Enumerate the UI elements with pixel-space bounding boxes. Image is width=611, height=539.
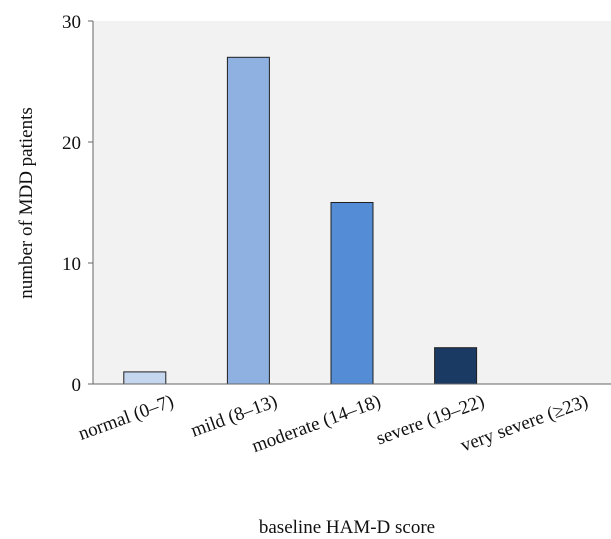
bar (330, 202, 374, 385)
y-axis-title: number of MDD patients (16, 107, 37, 299)
y-tick-label: 30 (62, 12, 81, 33)
y-tick-label: 20 (62, 133, 81, 154)
bar (434, 347, 478, 385)
y-ticks-group: 0 10 20 30 (62, 12, 93, 396)
x-labels-group: normal (0–7) mild (8–13)moderate (14–18)s… (76, 391, 591, 457)
y-tick-label: 0 (72, 375, 82, 396)
x-category-label: normal (0–7) (76, 391, 177, 445)
bar (123, 371, 167, 385)
bar (226, 56, 270, 385)
x-axis-title: baseline HAM-D score (259, 517, 435, 538)
y-tick-label: 10 (62, 254, 81, 275)
bars-group (123, 56, 478, 385)
